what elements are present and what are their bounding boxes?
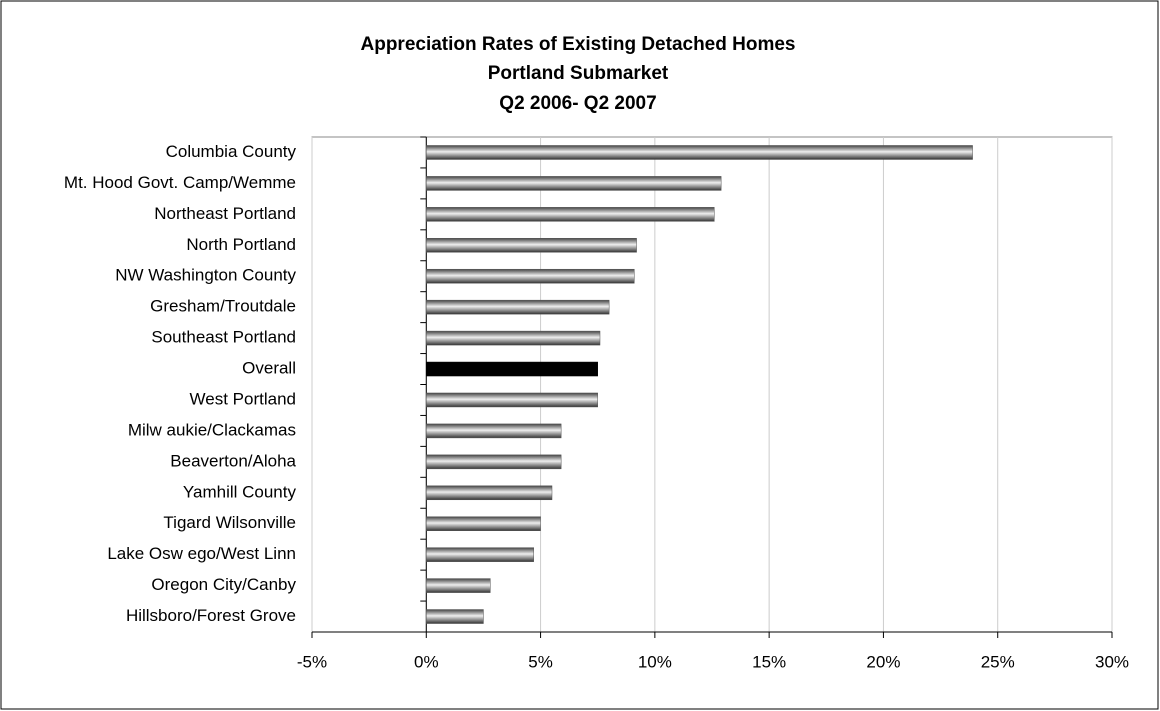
y-tick-label: Yamhill County <box>183 482 297 501</box>
bar <box>426 299 610 315</box>
x-tick-label: 10% <box>638 652 672 671</box>
y-tick-label: Lake Osw ego/West Linn <box>107 544 296 563</box>
bar <box>426 609 484 624</box>
bar <box>426 454 562 470</box>
y-tick-label: Southeast Portland <box>151 328 296 347</box>
bar <box>426 268 635 284</box>
y-tick-label: Milw aukie/Clackamas <box>128 420 296 439</box>
x-tick-label: 20% <box>866 652 900 671</box>
chart-title: Appreciation Rates of Existing Detached … <box>361 34 796 55</box>
y-tick-label: Overall <box>242 359 296 378</box>
y-tick-label: Gresham/Troutdale <box>150 297 296 316</box>
bar <box>426 361 598 377</box>
bar <box>426 423 562 439</box>
y-tick-label: Hillsboro/Forest Grove <box>126 606 296 625</box>
x-tick-label: 30% <box>1095 652 1129 671</box>
bar <box>426 207 715 222</box>
bar <box>426 145 973 160</box>
bar <box>426 176 722 191</box>
bar <box>426 238 637 253</box>
y-tick-label: Oregon City/Canby <box>151 575 296 594</box>
y-tick-label: Tigard Wilsonville <box>163 513 296 532</box>
bar <box>426 578 491 593</box>
x-tick-label: 25% <box>981 652 1015 671</box>
bar <box>426 330 601 346</box>
chart-title: Q2 2006- Q2 2007 <box>499 93 656 114</box>
y-tick-label: Northeast Portland <box>154 204 296 223</box>
bar <box>426 485 553 501</box>
x-tick-label: 0% <box>414 652 439 671</box>
y-tick-label: Columbia County <box>166 142 297 161</box>
y-tick-label: Mt. Hood Govt. Camp/Wemme <box>64 173 296 192</box>
y-tick-label: West Portland <box>190 389 296 408</box>
x-tick-label: 15% <box>752 652 786 671</box>
x-tick-label: 5% <box>528 652 553 671</box>
y-tick-label: North Portland <box>186 235 296 254</box>
bar <box>426 516 541 531</box>
chart-title: Portland Submarket <box>488 63 669 84</box>
y-tick-label: Beaverton/Aloha <box>170 451 296 470</box>
y-tick-label: NW Washington County <box>115 266 296 285</box>
bar <box>426 547 534 562</box>
bar <box>426 392 598 408</box>
x-tick-label: -5% <box>297 652 327 671</box>
